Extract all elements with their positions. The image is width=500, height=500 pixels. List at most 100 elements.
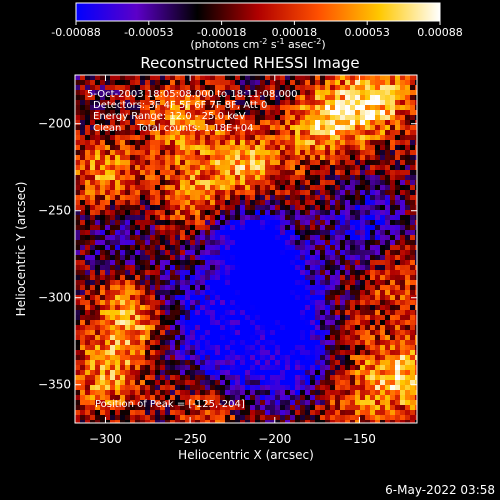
heatmap-cell: [225, 270, 231, 276]
heatmap-cell: [335, 145, 341, 151]
heatmap-cell: [205, 400, 211, 406]
heatmap-cell: [355, 325, 361, 331]
heatmap-cell: [140, 105, 146, 111]
heatmap-cell: [105, 240, 111, 246]
heatmap-cell: [415, 250, 417, 256]
heatmap-cell: [165, 335, 171, 341]
heatmap-cell: [395, 380, 401, 386]
heatmap-cell: [130, 225, 136, 231]
heatmap-cell: [75, 240, 81, 246]
heatmap-cell: [265, 185, 271, 191]
heatmap-cell: [255, 335, 261, 341]
heatmap-cell: [260, 125, 266, 131]
heatmap-cell: [265, 335, 271, 341]
heatmap-cell: [275, 405, 281, 411]
heatmap-cell: [220, 190, 226, 196]
heatmap-cell: [265, 240, 271, 246]
heatmap-cell: [325, 175, 331, 181]
heatmap-cell: [275, 340, 281, 346]
heatmap-cell: [280, 305, 286, 311]
heatmap-cell: [90, 300, 96, 306]
heatmap-cell: [80, 80, 86, 86]
heatmap-cell: [380, 285, 386, 291]
heatmap-cell: [75, 120, 81, 126]
heatmap-cell: [240, 105, 246, 111]
heatmap-cell: [415, 260, 417, 266]
heatmap-cell: [145, 410, 151, 416]
heatmap-cell: [215, 190, 221, 196]
heatmap-cell: [350, 320, 356, 326]
colorbar-tick-label: 0.00053: [344, 26, 390, 39]
heatmap-cell: [140, 300, 146, 306]
heatmap-cell: [340, 105, 346, 111]
heatmap-cell: [245, 355, 251, 361]
heatmap-cell: [240, 230, 246, 236]
heatmap-cell: [180, 270, 186, 276]
heatmap-cell: [370, 330, 376, 336]
heatmap-cell: [400, 270, 406, 276]
heatmap-cell: [275, 80, 281, 86]
heatmap-cell: [125, 360, 131, 366]
heatmap-cell: [105, 255, 111, 261]
heatmap-cell: [325, 105, 331, 111]
heatmap-cell: [410, 285, 416, 291]
heatmap-cell: [375, 330, 381, 336]
heatmap-cell: [345, 240, 351, 246]
heatmap-cell: [115, 160, 121, 166]
heatmap-cell: [110, 145, 116, 151]
heatmap-cell: [130, 195, 136, 201]
heatmap-cell: [295, 200, 301, 206]
heatmap-cell: [240, 335, 246, 341]
heatmap-cell: [150, 190, 156, 196]
heatmap-cell: [165, 305, 171, 311]
heatmap-cell: [240, 225, 246, 231]
heatmap-cell: [240, 415, 246, 421]
heatmap-cell: [260, 260, 266, 266]
heatmap-cell: [245, 230, 251, 236]
heatmap-cell: [85, 405, 91, 411]
heatmap-cell: [245, 180, 251, 186]
heatmap-cell: [395, 245, 401, 251]
heatmap-cell: [365, 285, 371, 291]
heatmap-cell: [395, 365, 401, 371]
heatmap-cell: [255, 400, 261, 406]
heatmap-cell: [240, 250, 246, 256]
heatmap-cell: [105, 290, 111, 296]
heatmap-cell: [150, 105, 156, 111]
heatmap-cell: [140, 340, 146, 346]
heatmap-cell: [260, 230, 266, 236]
heatmap-cell: [385, 310, 391, 316]
heatmap-cell: [135, 135, 141, 141]
heatmap-cell: [155, 305, 161, 311]
heatmap-cell: [200, 365, 206, 371]
heatmap-cell: [345, 75, 351, 81]
heatmap-cell: [350, 330, 356, 336]
heatmap-cell: [120, 315, 126, 321]
heatmap-cell: [180, 290, 186, 296]
heatmap-cell: [110, 90, 116, 96]
heatmap-cell: [225, 300, 231, 306]
heatmap-cell: [135, 405, 141, 411]
heatmap-cell: [115, 230, 121, 236]
heatmap-cell: [280, 275, 286, 281]
heatmap-cell: [305, 305, 311, 311]
heatmap-cell: [390, 135, 396, 141]
heatmap-cell: [220, 225, 226, 231]
heatmap-cell: [380, 330, 386, 336]
heatmap-cell: [350, 395, 356, 401]
heatmap-cell: [125, 290, 131, 296]
heatmap-cell: [325, 340, 331, 346]
heatmap-cell: [380, 400, 386, 406]
heatmap-cell: [285, 260, 291, 266]
heatmap-cell: [255, 270, 261, 276]
heatmap-cell: [190, 390, 196, 396]
heatmap-cell: [300, 150, 306, 156]
heatmap-cell: [395, 185, 401, 191]
heatmap-cell: [290, 205, 296, 211]
heatmap-cell: [375, 160, 381, 166]
heatmap-cell: [415, 330, 417, 336]
heatmap-cell: [275, 75, 281, 81]
heatmap-cell: [135, 250, 141, 256]
heatmap-cell: [385, 155, 391, 161]
heatmap-cell: [375, 420, 381, 423]
